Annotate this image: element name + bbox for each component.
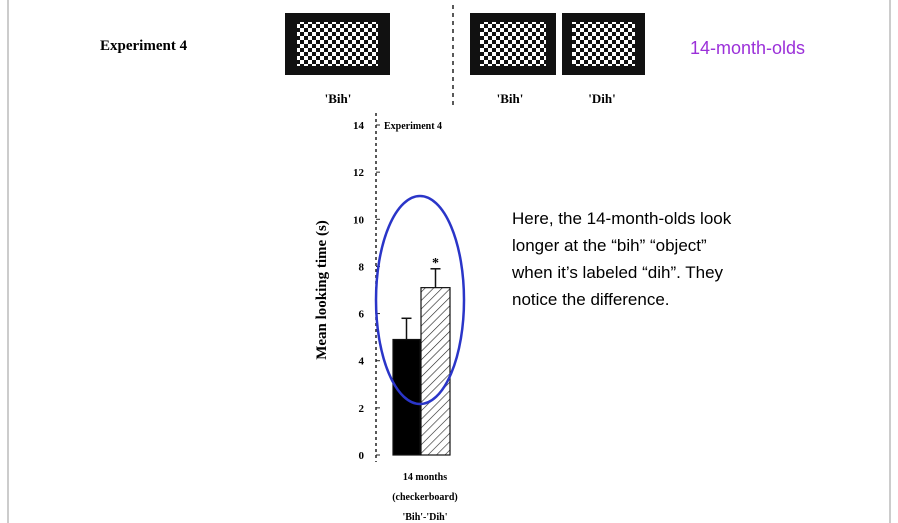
stimulus-checker	[572, 22, 635, 66]
chart-title: Experiment 4	[384, 121, 442, 132]
note: Here, the 14-month-olds look longer at th…	[511, 209, 732, 309]
stimulus-checker	[297, 22, 378, 66]
y-tick-label: 8	[359, 261, 365, 273]
y-tick-label: 6	[359, 309, 365, 321]
x-axis-label: (checkerboard)	[392, 492, 458, 503]
note-line: Here, the 14-month-olds look	[512, 209, 732, 228]
highlight-ellipse	[374, 194, 466, 406]
y-axis-label: Mean looking time (s)	[314, 220, 330, 360]
stimulus-label: 'Bih'	[497, 91, 524, 106]
note-line: notice the difference.	[512, 290, 670, 309]
y-tick-label: 14	[353, 120, 365, 132]
note-line: longer at the “bih” “object”	[512, 236, 707, 255]
experiment-label: Experiment 4	[100, 38, 188, 54]
x-axis-label: 14 months	[403, 472, 447, 483]
note-line: when it’s labeled “dih”. They	[511, 263, 724, 282]
y-tick-label: 10	[353, 214, 365, 226]
bar	[392, 338, 421, 456]
stimulus-label: 'Dih'	[588, 91, 615, 106]
bar	[420, 287, 451, 456]
x-axis-label: 'Bih'-'Dih'	[402, 512, 447, 523]
y-tick-label: 4	[359, 356, 365, 368]
significance-marker: *	[432, 256, 439, 271]
age-label: 14-month-olds	[690, 38, 805, 58]
y-tick-label: 12	[353, 167, 365, 179]
stimulus-label: 'Bih'	[325, 91, 352, 106]
chart: 0 2 4 6 8 10 12 14 Experiment 4 Mean looking time…	[314, 113, 458, 523]
y-tick-label: 0	[359, 450, 365, 462]
stimulus-checker	[480, 22, 546, 66]
y-tick-label: 2	[359, 403, 365, 415]
